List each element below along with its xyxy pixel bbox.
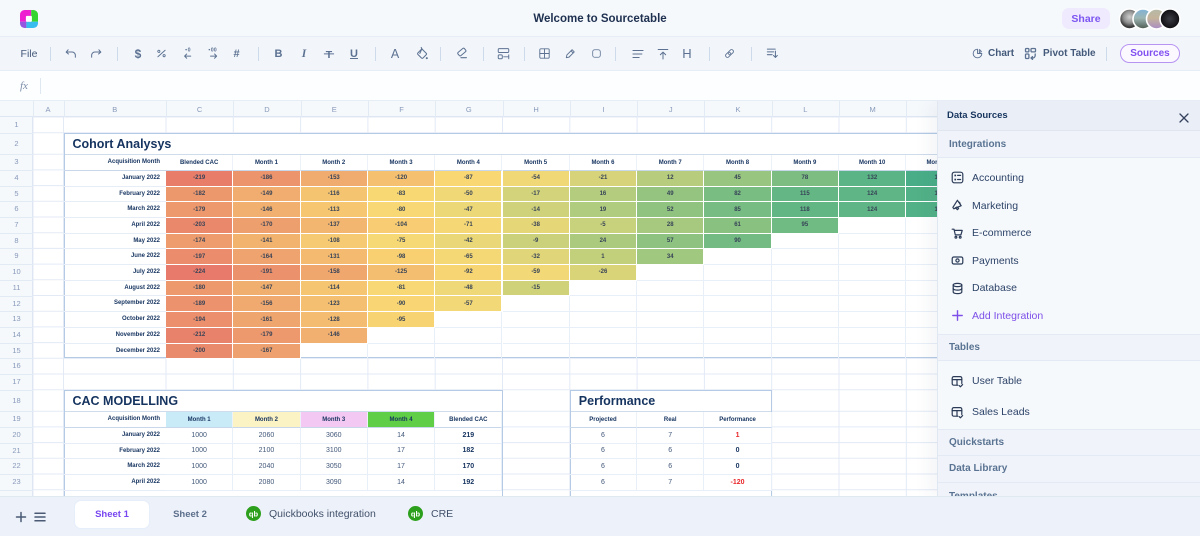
svg-text:qb: qb [411,509,421,518]
svg-text:qb: qb [249,509,259,518]
svg-text:T: T [326,48,333,60]
svg-text:00: 00 [210,48,216,54]
svg-text:0: 0 [187,48,190,54]
